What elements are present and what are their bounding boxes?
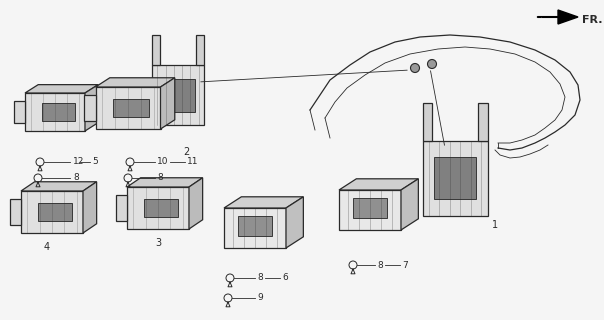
Bar — [38, 203, 72, 221]
Bar — [14, 100, 25, 124]
Polygon shape — [286, 197, 303, 248]
Polygon shape — [95, 87, 161, 129]
Bar — [10, 199, 21, 225]
Text: 9: 9 — [257, 293, 263, 302]
Polygon shape — [339, 179, 419, 190]
Bar — [434, 157, 476, 199]
Polygon shape — [224, 208, 286, 248]
Text: 11: 11 — [187, 157, 199, 166]
Bar — [116, 196, 127, 220]
Polygon shape — [85, 84, 98, 131]
Text: 8: 8 — [73, 173, 79, 182]
Polygon shape — [401, 179, 419, 230]
Bar — [423, 103, 432, 140]
Text: 6: 6 — [282, 274, 288, 283]
Bar — [423, 140, 487, 215]
FancyArrowPatch shape — [538, 13, 567, 21]
Bar — [152, 65, 204, 125]
Polygon shape — [25, 84, 98, 93]
Bar — [478, 103, 487, 140]
Polygon shape — [21, 191, 83, 233]
Polygon shape — [189, 178, 202, 229]
Text: 8: 8 — [377, 260, 383, 269]
Text: 8: 8 — [157, 173, 162, 182]
Text: 4: 4 — [44, 242, 50, 252]
Bar — [161, 78, 195, 111]
Text: 1: 1 — [492, 220, 498, 230]
Bar — [144, 198, 178, 218]
Circle shape — [428, 60, 437, 68]
Circle shape — [411, 63, 420, 73]
Polygon shape — [21, 182, 97, 191]
Bar — [152, 35, 160, 65]
Polygon shape — [95, 78, 175, 87]
Text: FR.: FR. — [582, 15, 603, 25]
Bar — [238, 216, 272, 236]
Text: 3: 3 — [155, 238, 161, 248]
Polygon shape — [127, 178, 202, 187]
Text: 7: 7 — [402, 260, 408, 269]
Polygon shape — [25, 93, 85, 131]
Polygon shape — [127, 187, 189, 229]
Polygon shape — [161, 78, 175, 129]
Bar — [196, 35, 204, 65]
Polygon shape — [83, 182, 97, 233]
Bar — [84, 95, 95, 121]
Text: 12: 12 — [73, 157, 85, 166]
Bar — [114, 99, 149, 117]
Polygon shape — [558, 10, 578, 24]
Text: 8: 8 — [257, 274, 263, 283]
Text: 5: 5 — [92, 157, 98, 166]
Polygon shape — [339, 190, 401, 230]
Bar — [353, 198, 387, 218]
Text: 10: 10 — [157, 157, 169, 166]
Text: 2: 2 — [183, 147, 189, 157]
Polygon shape — [224, 197, 303, 208]
Bar — [42, 103, 74, 121]
